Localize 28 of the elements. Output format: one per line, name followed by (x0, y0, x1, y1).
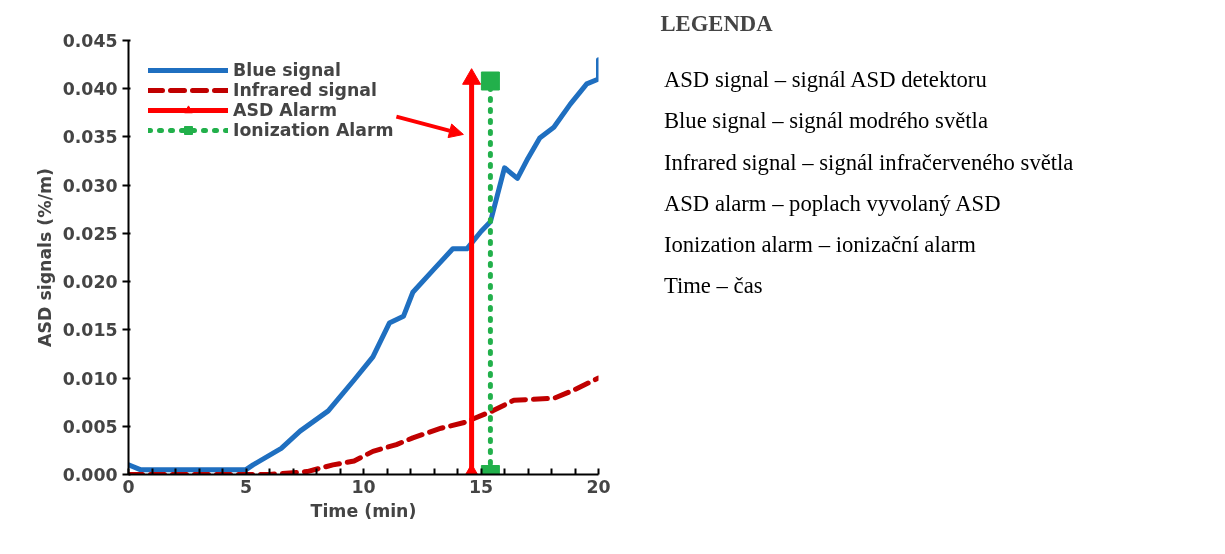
text: Infrared signal – signál infračerveného světla (663, 149, 1074, 175)
legend-label: ASD Alarm (233, 100, 337, 120)
x-tick-label: 20 (586, 476, 611, 497)
y-tick-label: 0.010 (62, 368, 118, 389)
y-axis-title: ASD signals (%/m) (34, 168, 55, 347)
y-tick-label: 0.015 (62, 320, 118, 341)
x-tick-label: 5 (239, 476, 253, 497)
y-tick-label: 0.035 (62, 127, 118, 148)
legend-label: Blue signal (233, 60, 341, 80)
y-tick-label: 0.020 (62, 272, 118, 293)
text: Time – čas (663, 273, 763, 299)
y-tick-label: 0.030 (62, 175, 118, 196)
x-tick-label: 0 (122, 476, 135, 497)
text: ASD alarm – poplach vyvolaný ASD (663, 190, 1001, 216)
x-axis-title: Time (min) (310, 500, 417, 521)
text: Ionization alarm – ionizační alarm (663, 231, 977, 257)
text: LEGENDA (660, 10, 774, 36)
y-tick-label: 0.000 (62, 465, 118, 485)
x-tick-label: 10 (351, 476, 376, 497)
y-tick-label: 0.025 (62, 223, 118, 244)
legend-label: Infrared signal (233, 80, 377, 100)
x-tick-label: 15 (468, 476, 494, 497)
y-tick-label: 0.005 (62, 416, 118, 437)
y-tick-label: 0.045 (62, 31, 118, 51)
legend-label: Ionization Alarm (233, 120, 394, 140)
text: Blue signal – signál modrého světla (663, 108, 988, 134)
y-tick-label: 0.040 (62, 79, 118, 100)
text: ASD signal – signál ASD detektoru (663, 67, 987, 93)
